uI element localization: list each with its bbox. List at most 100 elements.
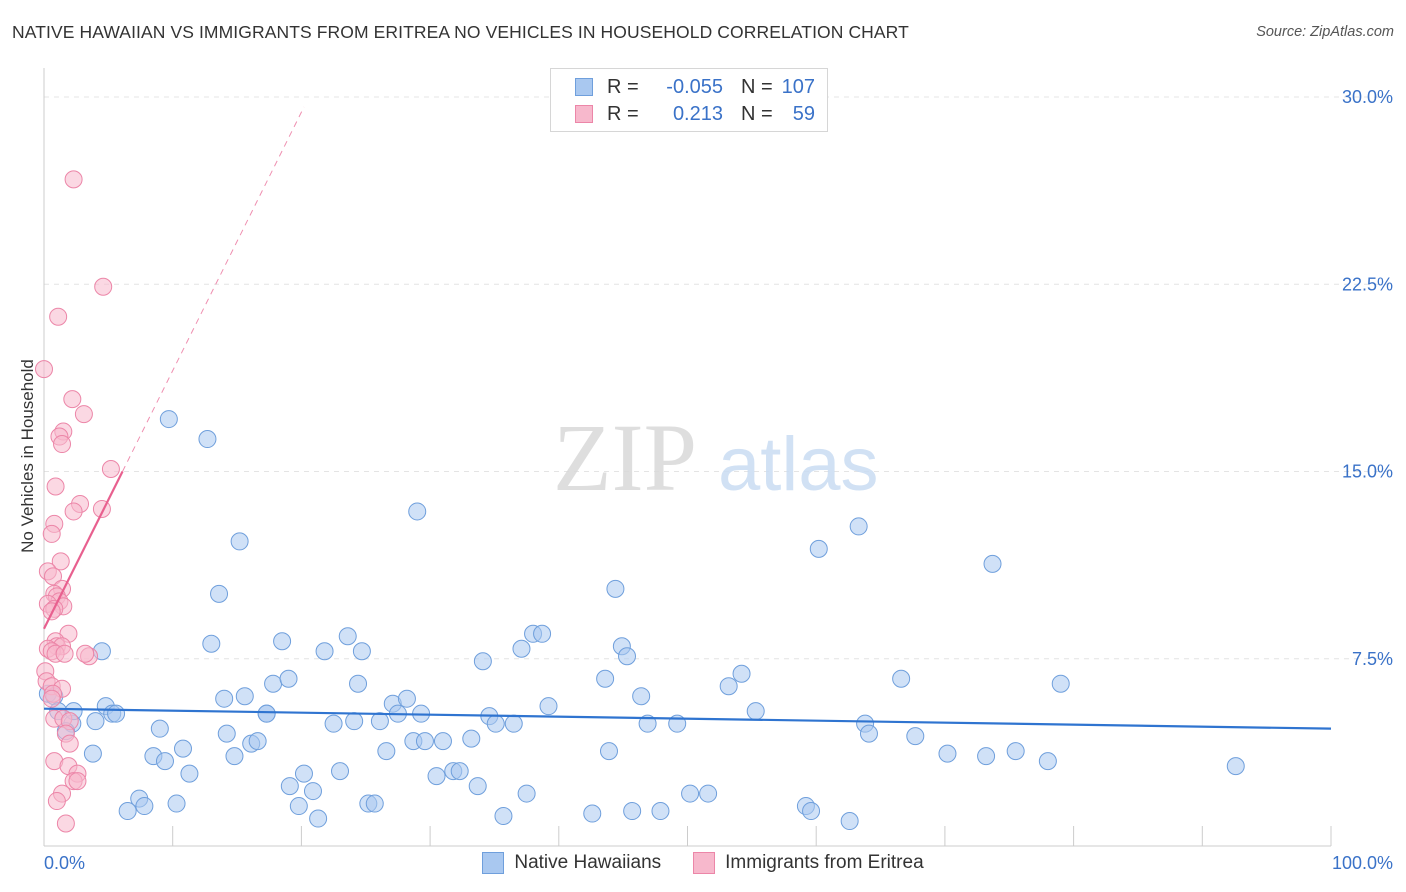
correlation-legend: R = -0.055 N = 107 R = 0.213 N = 59 [550,68,828,132]
data-point [135,797,154,816]
watermark-zip: ZIP [553,404,697,511]
data-point [289,797,308,816]
data-point [651,802,670,821]
data-point [264,674,283,693]
data-point [345,712,364,731]
data-point [338,627,357,646]
legend-row-blue: R = -0.055 N = 107 [575,75,815,99]
data-point [74,405,93,424]
data-point [681,784,700,803]
data-point [215,689,234,708]
data-point [210,584,229,603]
source-label: Source: ZipAtlas.com [1256,24,1394,40]
data-point [462,729,481,748]
data-point [60,734,79,753]
data-point [51,552,70,571]
legend-swatch-pink [575,105,593,123]
legend-n-value: 107 [781,75,815,98]
legend-item-immigrants-from-eritrea[interactable]: Immigrants from Eritrea [693,852,924,874]
data-point [427,767,446,786]
legend-label: Immigrants from Eritrea [725,852,924,873]
data-point [618,647,637,666]
legend-item-native-hawaiians[interactable]: Native Hawaiians [482,852,661,874]
y-tick-label: 30.0% [1342,87,1393,107]
data-point [294,764,313,783]
gridlines [44,96,1392,660]
data-point [257,704,276,723]
data-point [273,632,292,651]
data-point [377,742,396,761]
data-point [533,624,552,643]
data-point [101,460,120,479]
data-point [309,809,328,828]
data-point [352,642,371,661]
data-point [155,752,174,771]
data-point [198,430,217,449]
data-point [248,732,267,751]
data-point [486,714,505,733]
data-point [849,517,868,536]
data-point [408,502,427,521]
legend-swatch-blue [482,852,505,874]
watermark-atlas: atlas [718,422,879,507]
y-tick-label: 22.5% [1342,274,1393,294]
data-point [415,732,434,751]
data-point [517,784,536,803]
data-point [55,644,74,663]
data-point [365,794,384,813]
data-point [63,390,82,409]
data-point [86,712,105,731]
data-point [840,812,859,831]
data-point [623,802,642,821]
data-point [180,764,199,783]
data-point [217,724,236,743]
tick-labels: 7.5% 15.0% 22.5% 30.0% 0.0% 100.0% [44,87,1393,873]
data-point [599,742,618,761]
axes [43,68,1332,847]
legend-r-value: 0.213 [672,102,723,125]
chart-title: NATIVE HAWAIIAN VS IMMIGRANTS FROM ERITR… [12,22,909,42]
legend-swatch-pink [693,852,716,874]
data-point [331,762,350,781]
legend-n-label: N = [741,75,773,98]
trend-lines [43,106,1332,730]
legend-swatch-blue [575,78,593,96]
y-tick-label: 15.0% [1342,462,1393,482]
data-point [230,532,249,551]
data-point [433,732,452,751]
data-point [42,689,61,708]
data-point [235,687,254,706]
data-point [473,652,492,671]
data-point [809,539,828,558]
data-point [1051,674,1070,693]
data-point [719,677,738,696]
data-point [279,669,298,688]
legend-row-pink: R = 0.213 N = 59 [575,102,815,126]
trend-line-native-hawaiians [43,707,1332,730]
data-point [49,307,68,326]
data-point [504,714,523,733]
data-point [983,554,1002,573]
data-point [450,762,469,781]
data-point [468,777,487,796]
data-point [494,807,513,826]
data-point [68,772,87,791]
legend-label: Native Hawaiians [514,852,662,873]
x-tick-label: 0.0% [44,853,85,873]
data-point [977,747,996,766]
data-point [118,802,137,821]
data-point [638,714,657,733]
data-point [1226,757,1245,776]
data-point [583,804,602,823]
data-point [42,524,61,543]
data-point [1006,742,1025,761]
data-point [150,719,169,738]
data-point [746,702,765,721]
data-point [225,747,244,766]
data-point [732,664,751,683]
data-point [938,744,957,763]
series-immigrants-from-eritrea [35,170,120,833]
legend-n-value: 59 [792,102,815,125]
data-point [167,794,186,813]
